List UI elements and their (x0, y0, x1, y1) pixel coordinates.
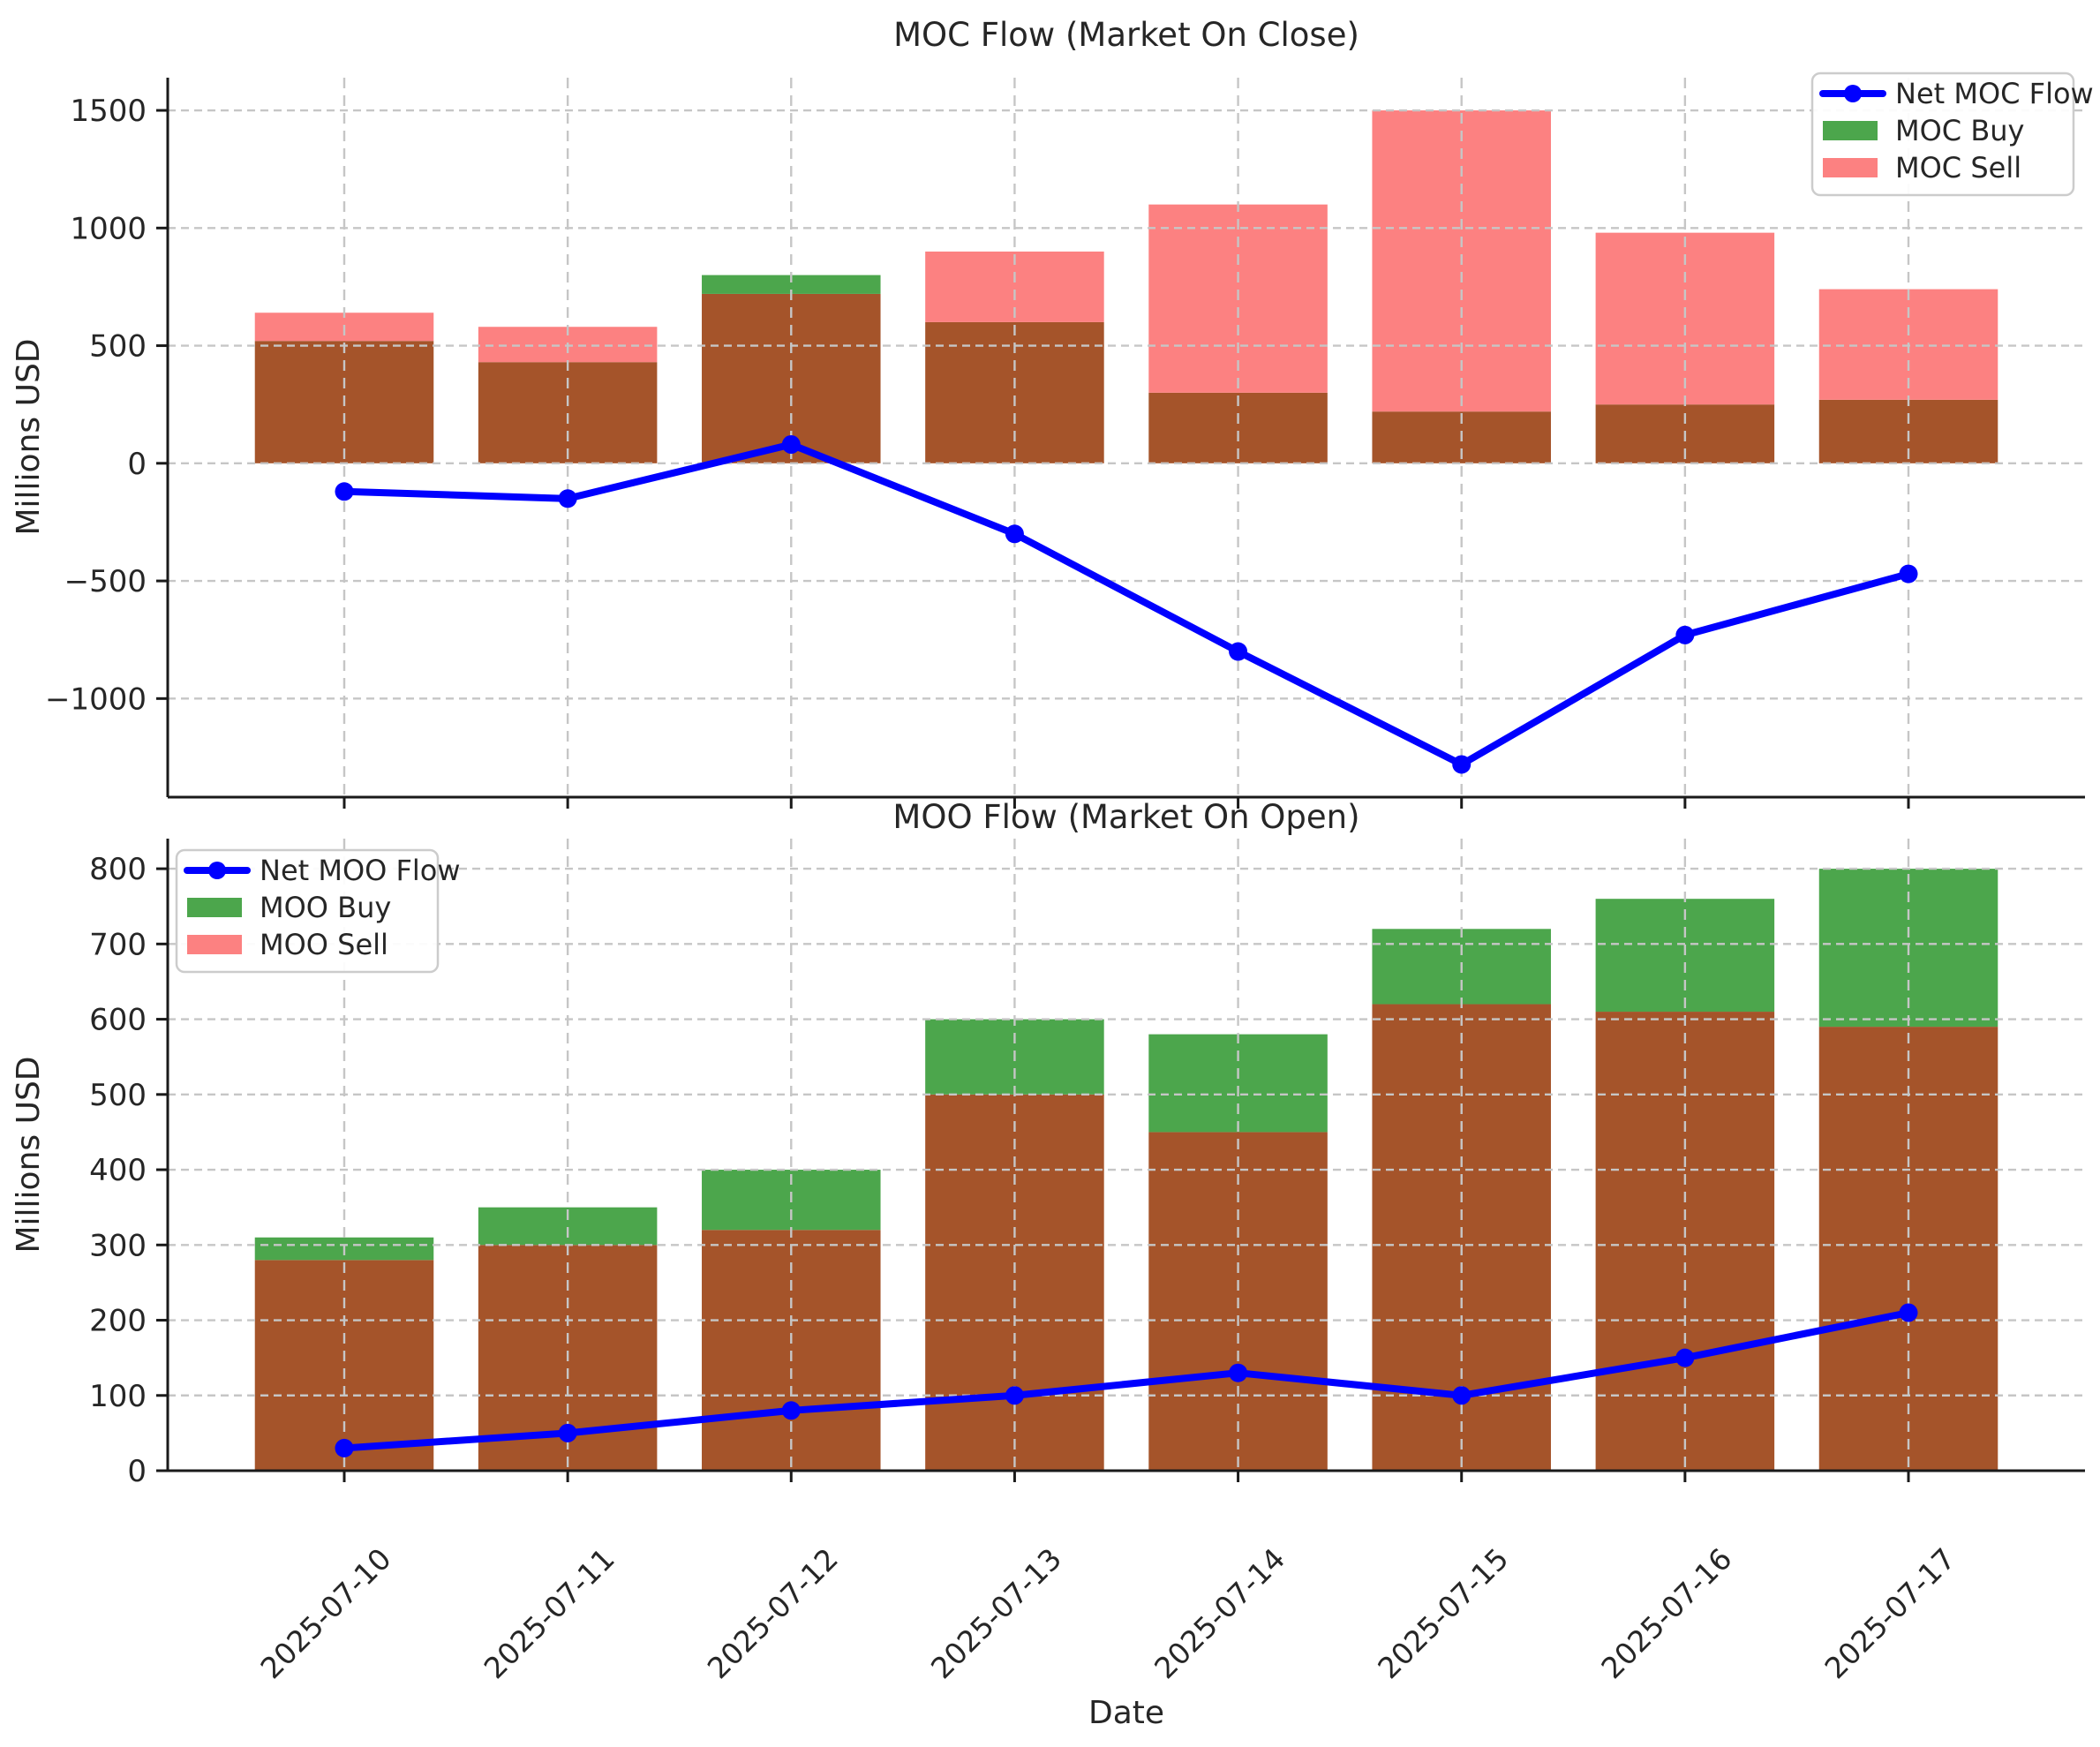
y-tick-label: 0 (127, 1454, 147, 1489)
y-tick-label: −500 (64, 564, 147, 599)
moo-legend: Net MOO Flow MOO Buy MOO Sell (175, 848, 461, 974)
moo-net-point-2025-07-11 (558, 1423, 577, 1442)
y-tick-label: 1000 (70, 211, 147, 246)
y-tick-label: 500 (89, 1078, 147, 1113)
moo-net-point-2025-07-16 (1675, 1348, 1695, 1367)
moc-net-point-2025-07-14 (1229, 642, 1248, 661)
y-tick-label: 800 (89, 852, 147, 887)
legend-patch-swatch (187, 935, 242, 954)
moo-net-point-2025-07-12 (781, 1401, 801, 1420)
legend-line-marker (1844, 85, 1862, 102)
legend-label: Net MOC Flow (1895, 77, 2094, 110)
y-tick-label: 0 (127, 447, 147, 482)
y-tick-label: 400 (89, 1153, 147, 1188)
moo-net-point-2025-07-14 (1229, 1363, 1248, 1382)
moo-net-point-2025-07-10 (335, 1438, 354, 1457)
legend-patch-swatch (1823, 121, 1878, 140)
moo-net-point-2025-07-15 (1452, 1386, 1472, 1405)
y-tick-label: 500 (89, 329, 147, 365)
moc-overlap-bar-2025-07-11 (478, 362, 658, 463)
moo-buy-bar-2025-07-14 (1148, 1034, 1328, 1133)
y-tick-label: 100 (89, 1379, 147, 1414)
moc-legend: Net MOC Flow MOC Buy MOC Sell (1810, 72, 2094, 197)
moc-buy-bar-2025-07-12 (702, 275, 881, 294)
moo-x-axis-label: Date (1088, 1695, 1164, 1731)
legend-label: MOC Buy (1895, 114, 2024, 147)
moo-net-point-2025-07-17 (1899, 1303, 1918, 1322)
moc-net-point-2025-07-16 (1675, 625, 1695, 644)
moc-net-point-2025-07-15 (1452, 755, 1472, 774)
legend-line-marker (208, 862, 226, 879)
moc-net-point-2025-07-13 (1005, 524, 1024, 544)
legend-patch-swatch (1823, 158, 1878, 177)
y-tick-label: −1000 (45, 681, 147, 717)
moc-net-line (340, 441, 1913, 768)
moo-net-line (340, 1309, 1913, 1452)
legend-patch-swatch (187, 898, 242, 917)
moo-title: MOO Flow (Market On Open) (892, 798, 1359, 836)
moo-overlap-bar-2025-07-10 (254, 1260, 434, 1471)
moo-y-axis-label: Millions USD (11, 1056, 47, 1253)
moc-net-point-2025-07-10 (335, 482, 354, 501)
y-tick-label: 600 (89, 1003, 147, 1038)
moc-net-point-2025-07-11 (558, 489, 577, 508)
moc-net-point-2025-07-17 (1899, 564, 1918, 584)
moc-y-axis-label: Millions USD (11, 338, 47, 535)
moo-overlap-bar-2025-07-16 (1595, 1012, 1775, 1471)
y-tick-label: 300 (89, 1228, 147, 1263)
y-tick-label: 200 (89, 1304, 147, 1339)
legend-label: MOC Sell (1895, 151, 2021, 184)
legend-label: MOO Sell (260, 928, 388, 961)
y-tick-label: 700 (89, 927, 147, 962)
moc-title: MOC Flow (Market On Close) (893, 16, 1359, 54)
legend-label: Net MOO Flow (260, 854, 461, 887)
legend-label: MOO Buy (260, 891, 391, 924)
moc-net-point-2025-07-12 (781, 434, 801, 454)
moc-subplot: −1000 −500 0 500 1000 1500 MOC Flow (Market On… (11, 16, 2094, 809)
moo-net-point-2025-07-13 (1005, 1386, 1024, 1405)
y-tick-label: 1500 (70, 94, 147, 129)
